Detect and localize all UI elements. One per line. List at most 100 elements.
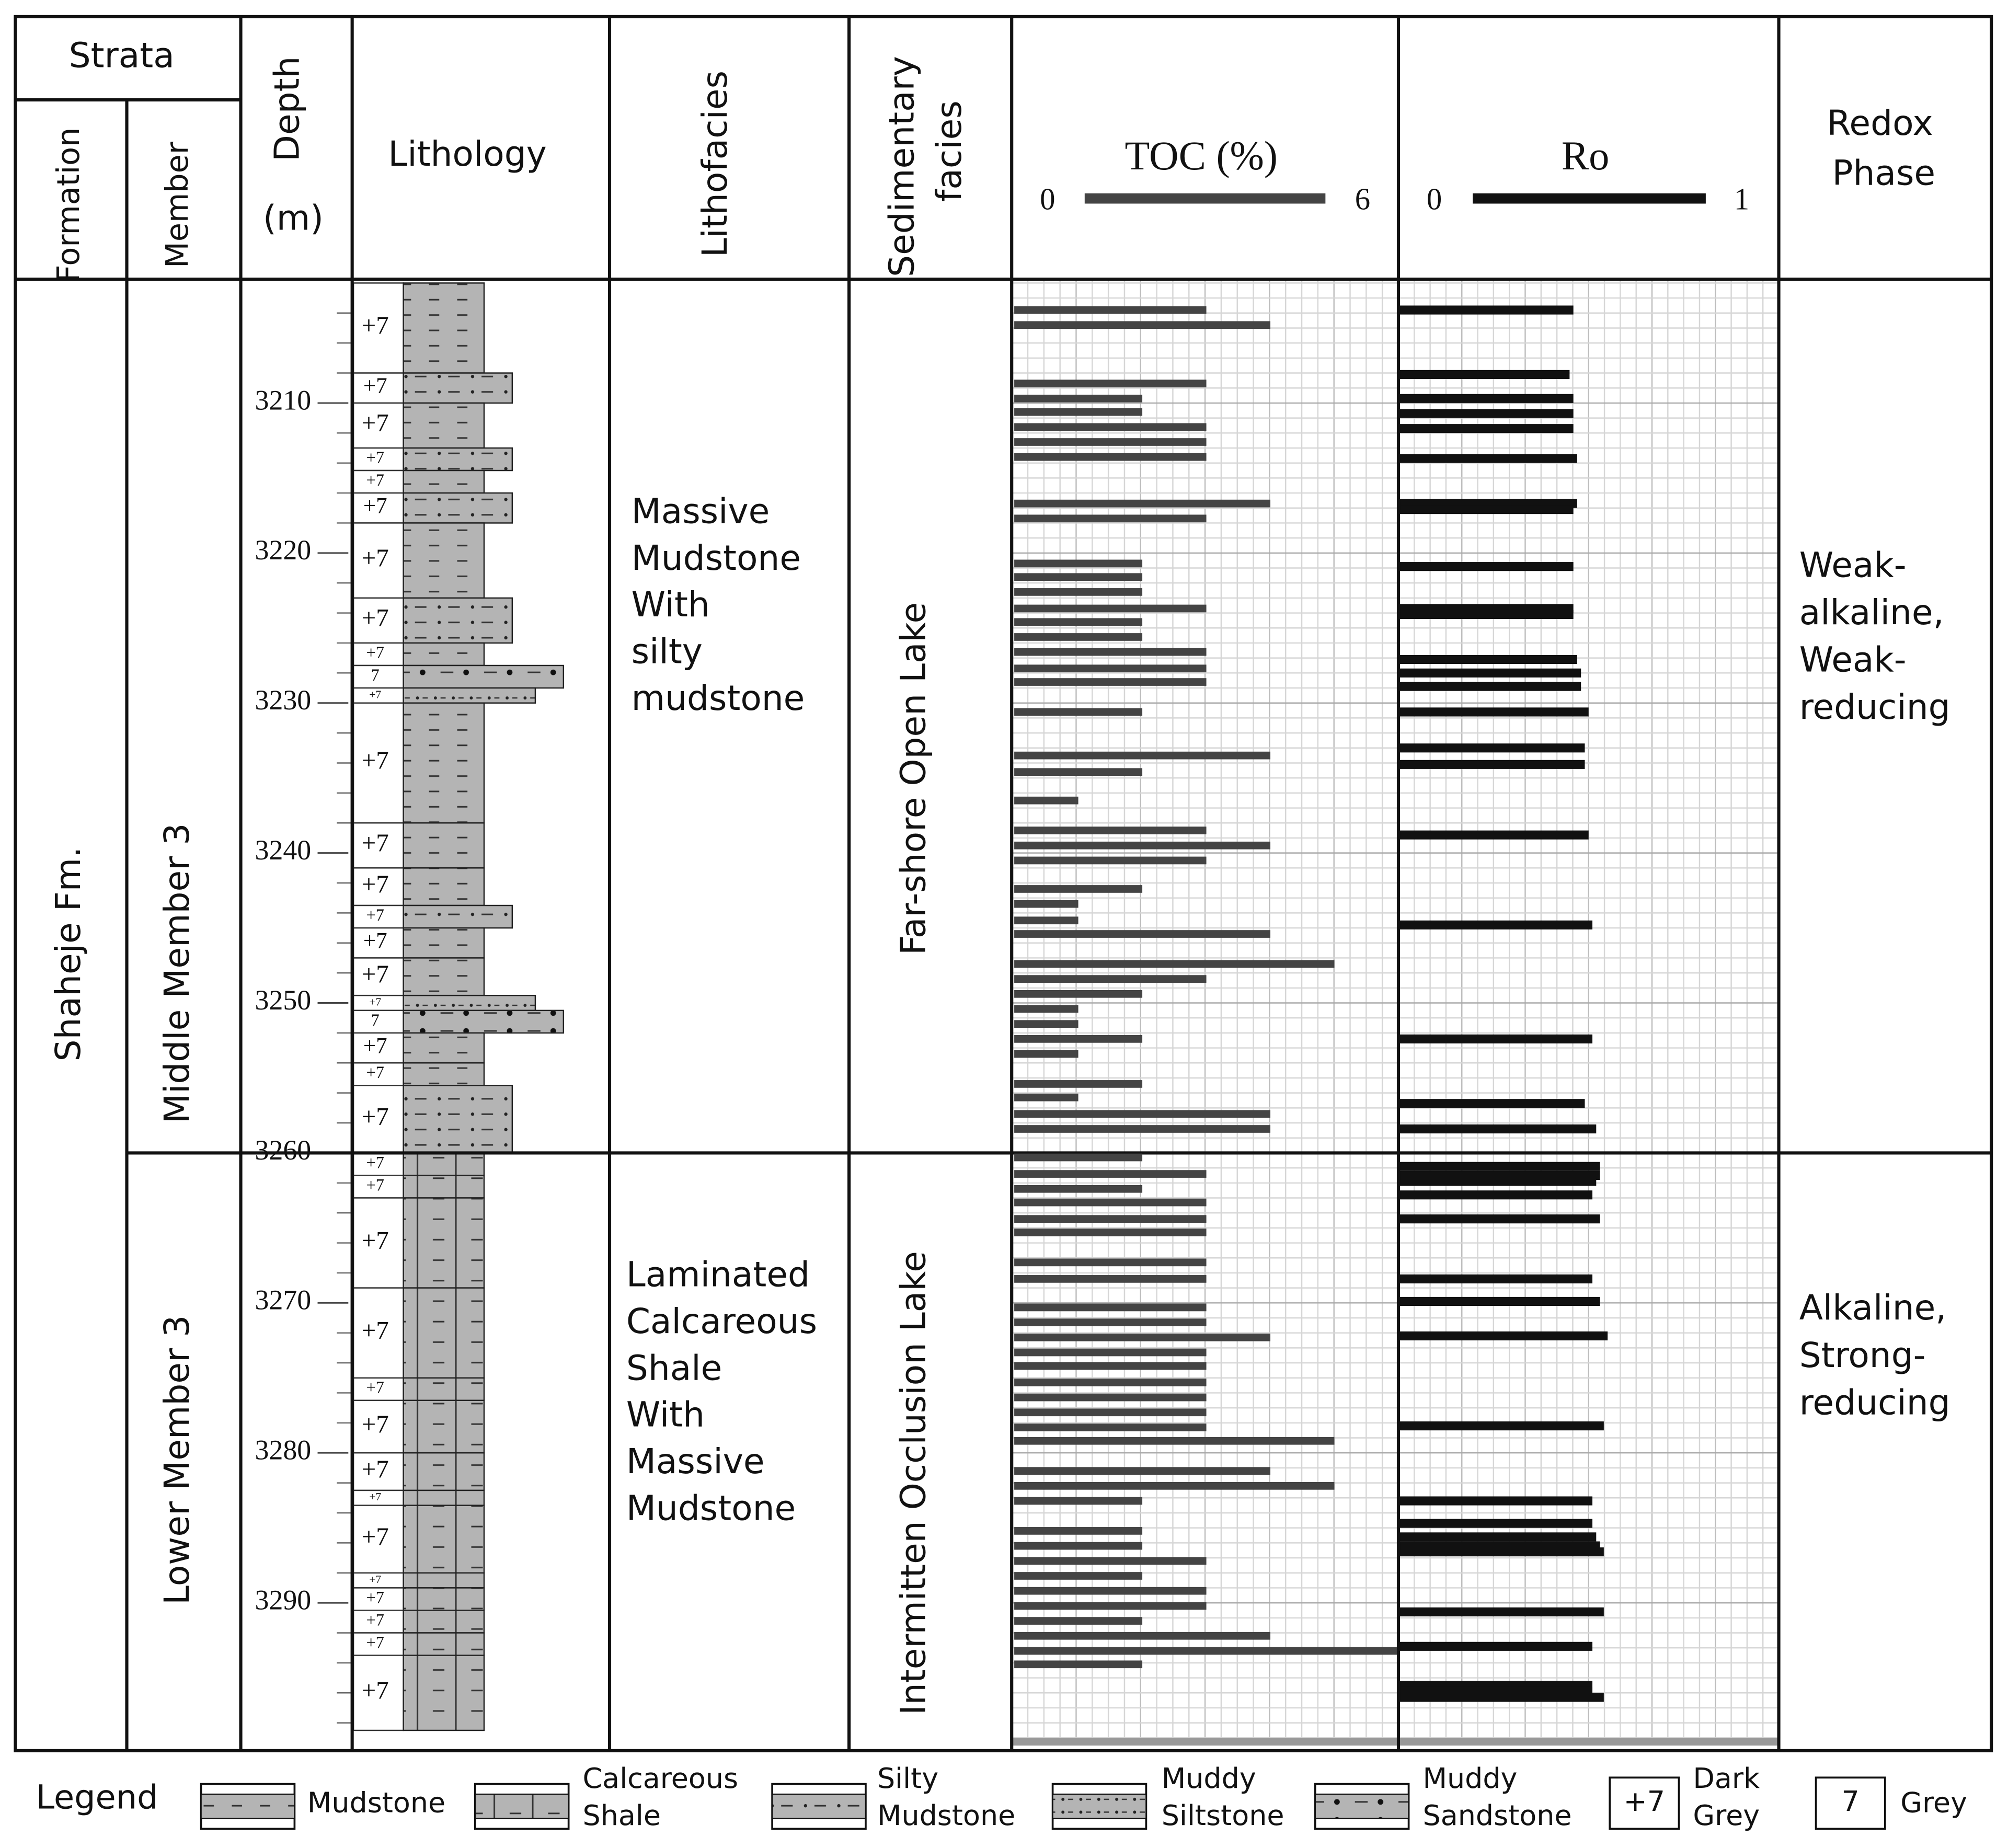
ro-bar [1398, 707, 1589, 717]
bed [403, 1587, 485, 1611]
toc-bar [1014, 1393, 1207, 1402]
toc-bar [1014, 990, 1143, 998]
table-frame [14, 15, 1993, 1752]
legend-label: Grey [1693, 1799, 1760, 1832]
toc-bar [1014, 573, 1143, 581]
toc-bar [1014, 1348, 1207, 1357]
toc-bar [1014, 960, 1335, 968]
legend-symbol: 7 [1842, 1785, 1860, 1818]
bed [403, 1655, 485, 1731]
bed-color-label: +7 [362, 1409, 389, 1438]
redox-text: Weak- [1799, 545, 1907, 585]
ro-bar [1398, 743, 1585, 753]
bed [403, 522, 485, 599]
member-name: Lower Member 3 [157, 1315, 197, 1605]
ro-bar [1398, 454, 1577, 463]
toc-bar [1014, 1467, 1271, 1475]
bed [403, 469, 485, 494]
ro-bar [1398, 1607, 1604, 1616]
legend-swatch-fill [1052, 1793, 1147, 1819]
bed [403, 597, 513, 644]
bed [403, 1175, 485, 1199]
legend-label: Mudstone [307, 1786, 445, 1819]
bed [403, 1009, 565, 1034]
ro-bar [1398, 1177, 1597, 1186]
bed-color-label: +7 [362, 311, 389, 340]
bed-color-label: +7 [362, 603, 389, 632]
redox-header: Redox [1827, 103, 1933, 143]
lithology-header: Lithology [388, 134, 546, 174]
ro-bar [1398, 1547, 1604, 1557]
depth-tick-label: 3260 [255, 1134, 312, 1166]
bed-color-label: +7 [362, 869, 389, 898]
toc-bar [1014, 827, 1207, 834]
bed-color-label: +7 [362, 1522, 389, 1551]
bed-color-label: +7 [366, 905, 384, 924]
toc-bar [1014, 1005, 1078, 1013]
bed-color-label: +7 [366, 448, 384, 467]
bed [403, 1152, 485, 1176]
toc-bar [1014, 1318, 1207, 1326]
depth-tick-label: 3230 [255, 684, 312, 716]
ro-bar [1398, 1532, 1597, 1542]
depth-tick-label: 3210 [255, 384, 312, 416]
legend-label: Calcareous [583, 1762, 739, 1795]
toc-bar [1014, 930, 1271, 938]
bed-color-label: +7 [362, 1454, 389, 1483]
bed [403, 447, 513, 472]
legend-label: Shale [583, 1799, 661, 1832]
depth-tick-label: 3270 [255, 1284, 312, 1316]
ro-bar [1398, 920, 1593, 929]
toc-header: TOC (%) [1125, 133, 1278, 178]
legend-swatch [1815, 1776, 1886, 1830]
toc-bar [1014, 321, 1271, 329]
toc-bar [1014, 1185, 1143, 1193]
bed-color-cell [352, 282, 404, 374]
bed-color-cell [352, 1610, 404, 1634]
bed [403, 664, 565, 689]
member-header: Member [159, 141, 195, 268]
toc-bar [1014, 1080, 1143, 1088]
depth-tick-label: 3290 [255, 1584, 312, 1615]
strata-header: Strata [69, 35, 175, 75]
toc-bar [1014, 559, 1143, 568]
legend-label: Mudstone [877, 1799, 1015, 1832]
bed-color-label: +7 [363, 1034, 387, 1058]
ro-bar [1398, 668, 1581, 678]
ro-bar [1398, 655, 1577, 664]
ro-bar [1398, 610, 1574, 619]
lithofacies-text: With [632, 584, 710, 625]
legend-swatch [1609, 1776, 1680, 1830]
toc-bar [1014, 885, 1143, 893]
formation-name: Shaheje Fm. [48, 847, 88, 1062]
toc-bar [1014, 768, 1143, 776]
ro-bar [1398, 1519, 1593, 1528]
ro-bar [1398, 394, 1574, 403]
toc-bar [1014, 1050, 1078, 1058]
bed-color-label: +7 [362, 1676, 389, 1705]
bed-color-label: +7 [366, 1063, 384, 1082]
bed [403, 687, 536, 704]
facies-name: Intermitten Occlusion Lake [893, 1251, 934, 1715]
bed-color-label: +7 [366, 470, 384, 489]
bed-color-label: +7 [369, 995, 381, 1008]
toc-bar [1014, 1093, 1078, 1101]
toc-bar [1014, 916, 1078, 925]
bed-color-label: +7 [362, 1226, 389, 1255]
bed-color-cell [352, 447, 404, 472]
bed-color-label: +7 [362, 829, 389, 857]
lithofacies-header: Lithofacies [695, 71, 735, 257]
bed-color-label: 7 [371, 665, 380, 684]
lithofacies-text: With [626, 1395, 705, 1435]
ro-bar [1398, 562, 1574, 571]
bed-color-cell [352, 822, 404, 869]
bed [403, 994, 536, 1012]
toc-bar [1014, 438, 1207, 446]
toc-bar [1014, 1542, 1143, 1550]
depth-tick-label: 3220 [255, 534, 312, 566]
redox-text: reducing [1799, 687, 1950, 727]
toc-bar [1014, 1275, 1207, 1283]
legend: Legend Mudstone Calcareous Shale Silty Mudst… [36, 1762, 1967, 1832]
legend-swatch-fill [1314, 1793, 1409, 1819]
